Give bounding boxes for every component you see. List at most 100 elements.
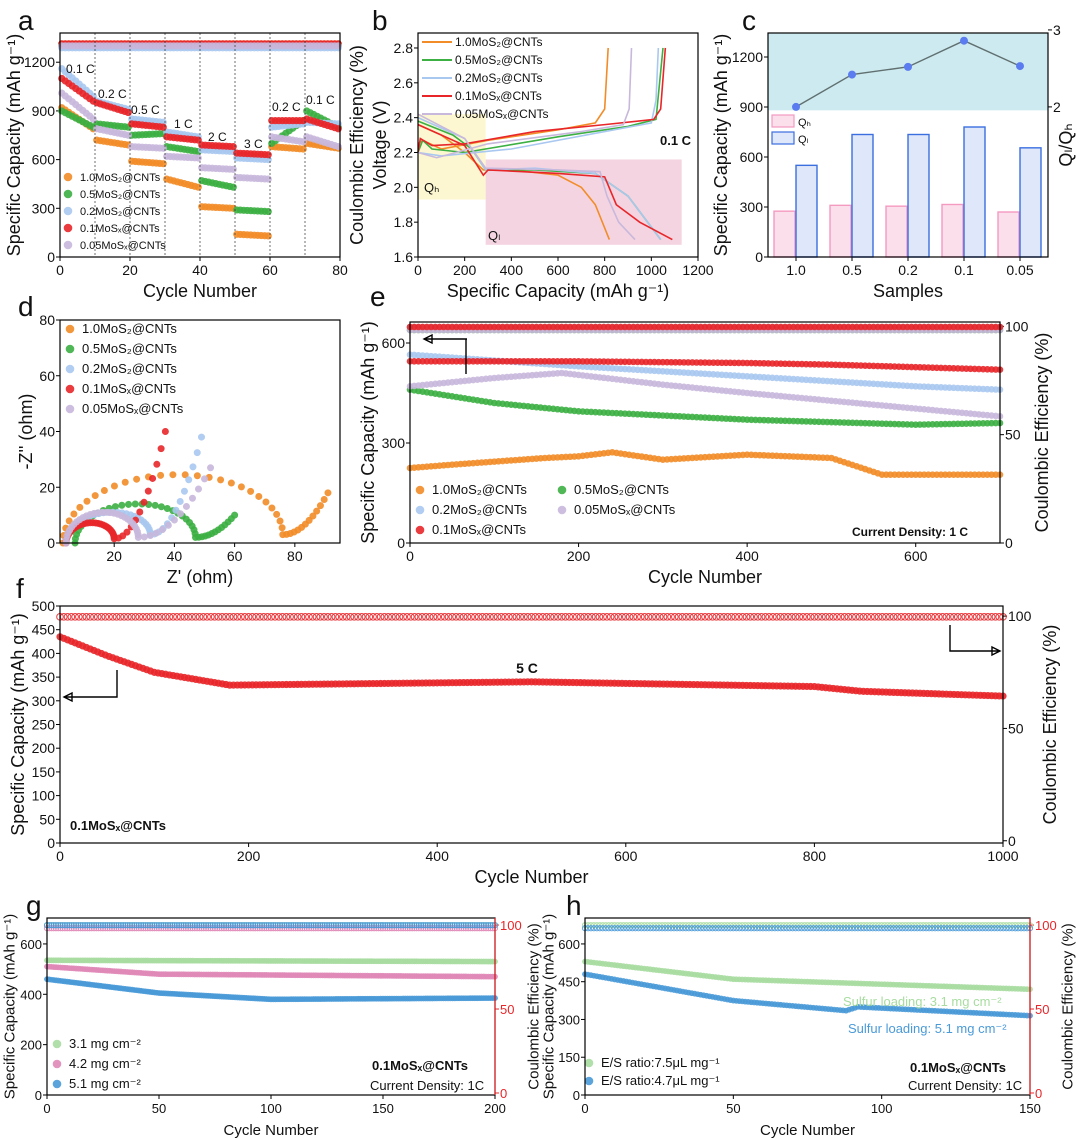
impedance-point xyxy=(157,445,165,453)
legend-marker xyxy=(415,505,425,515)
y-tick-label: 500 xyxy=(32,598,56,614)
ratio-point xyxy=(960,36,968,45)
y-tick-label: 0 xyxy=(47,535,55,551)
y-tick-label: 300 xyxy=(32,693,56,709)
y-tick-label: 0 xyxy=(35,1088,42,1103)
impedance-point xyxy=(193,472,201,480)
legend-label: 0.05MoSₓ@CNTs xyxy=(574,502,676,517)
y-tick-label: 600 xyxy=(20,937,42,952)
y-tick-label: 400 xyxy=(20,987,42,1002)
y2-tick-label: 50 xyxy=(500,1002,514,1017)
panel-label: d xyxy=(18,291,34,322)
discharge-curve xyxy=(417,123,673,241)
y-tick-label: 600 xyxy=(558,937,580,952)
impedance-point xyxy=(324,489,332,497)
y-tick-label: 350 xyxy=(32,669,56,685)
capacity-point xyxy=(264,151,272,159)
plot-frame xyxy=(59,605,1004,844)
x-tick-label: 600 xyxy=(614,848,638,864)
y-tick-label: 450 xyxy=(558,975,580,990)
y2-tick-label: 50 xyxy=(1008,720,1024,736)
capacity-point xyxy=(229,183,237,191)
y-tick-label: 300 xyxy=(558,1012,580,1027)
impedance-point xyxy=(146,531,154,539)
x-tick-label: 0 xyxy=(414,262,422,278)
y-tick-label: 0 xyxy=(755,249,763,265)
bar-ql xyxy=(851,133,874,258)
capacity-point xyxy=(159,160,167,168)
rate-annotation: 5 C xyxy=(516,660,538,676)
legend-marker xyxy=(65,344,75,354)
ratio-point xyxy=(904,62,912,71)
impedance-point xyxy=(278,524,286,532)
impedance-point xyxy=(181,471,189,479)
y-tick-label: 250 xyxy=(32,717,56,733)
impedance-point xyxy=(268,504,276,512)
discharge-curve xyxy=(417,113,636,241)
y-axis-label: Specific Capacity (mAh g⁻¹) xyxy=(711,34,731,257)
capacity-point xyxy=(124,131,132,139)
x-tick-label: 80 xyxy=(287,548,303,564)
y2-axis-label: Coulombic Efficiency (%) xyxy=(1040,625,1060,825)
y-tick-label: 600 xyxy=(382,335,406,351)
capacity-point xyxy=(264,175,272,183)
legend-label: 0.05MoSₓ@CNTs xyxy=(455,107,548,121)
x-tick-label: 0.5 xyxy=(842,262,862,278)
y-tick-label: 200 xyxy=(32,740,56,756)
x-axis-label: Cycle Number xyxy=(223,1122,318,1138)
y2-tick-label: 2 xyxy=(1053,99,1061,115)
impedance-point xyxy=(100,486,108,494)
x-tick-label: 20 xyxy=(106,548,122,564)
legend-marker xyxy=(63,240,73,250)
capacity-point xyxy=(89,115,97,123)
impedance-point xyxy=(133,475,141,483)
bar-qh xyxy=(997,211,1020,258)
charge-curve xyxy=(417,47,633,159)
x-tick-label: 600 xyxy=(546,262,570,278)
impedance-point xyxy=(121,478,129,486)
legend-marker xyxy=(52,1059,62,1069)
legend-marker xyxy=(65,324,75,334)
y2-axis-label: Coulombic Efficiency (%) xyxy=(1060,923,1077,1089)
impedance-point xyxy=(76,503,84,511)
impedance-point xyxy=(149,474,157,482)
impedance-point xyxy=(164,521,172,529)
legend-label: 0.5MoS₂@CNTs xyxy=(574,482,669,497)
qh-region xyxy=(418,114,486,200)
x-tick-label: 400 xyxy=(426,848,450,864)
ratio-region xyxy=(768,33,1048,111)
x-tick-label: 800 xyxy=(593,262,617,278)
y2-tick-label: 0 xyxy=(1005,535,1013,551)
current-density-label: Current Density: 1 C xyxy=(852,525,968,539)
capacity-point xyxy=(229,165,237,173)
y2-tick-label: 0 xyxy=(500,1086,507,1101)
impedance-point xyxy=(83,497,91,505)
legend-label: 0.05MoSₓ@CNTs xyxy=(82,401,184,416)
y-axis-label: -Z'' (ohm) xyxy=(16,394,36,470)
y-tick-label: 150 xyxy=(558,1050,580,1065)
x-tick-label: 400 xyxy=(735,548,759,564)
impedance-point xyxy=(217,476,225,484)
panel-label: h xyxy=(566,890,582,921)
qh-label: Qₕ xyxy=(424,180,439,195)
impedance-point xyxy=(176,497,184,505)
impedance-point xyxy=(91,492,99,500)
y-axis-label: Specific Capacity (mAh g⁻¹) xyxy=(541,914,558,1099)
bar-qh xyxy=(941,203,964,258)
y2-tick-label: 0 xyxy=(1035,1086,1042,1101)
y-axis-label: Specific Capacity (mAh g⁻¹) xyxy=(358,321,378,544)
y-tick-label: 2.4 xyxy=(394,110,414,126)
y2-tick-label: 100 xyxy=(500,918,522,933)
impedance-point xyxy=(180,487,188,495)
plot-frame xyxy=(417,32,699,258)
capacity-point xyxy=(159,123,167,131)
ratio-point xyxy=(848,70,856,79)
y-tick-label: 100 xyxy=(32,788,56,804)
capacity-point xyxy=(264,207,272,216)
legend-label: 0.5MoS₂@CNTs xyxy=(455,53,543,67)
x-tick-label: 1000 xyxy=(987,848,1018,864)
y2-axis-label: Qₗ/Qₕ xyxy=(1056,123,1076,166)
legend-marker xyxy=(415,485,425,495)
x-axis-label: Cycle Number xyxy=(474,867,588,887)
